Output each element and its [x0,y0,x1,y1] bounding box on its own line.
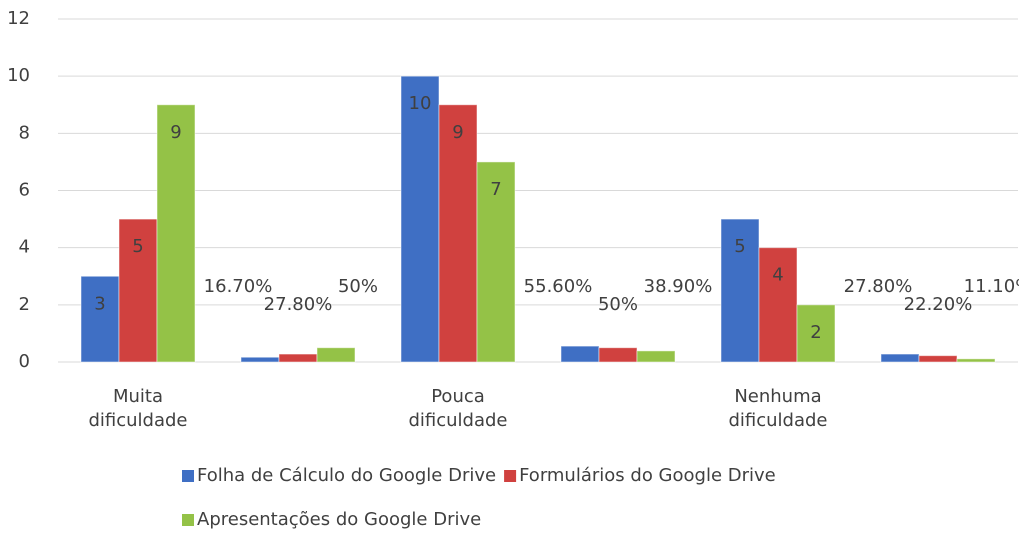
data-label: 11.10% [964,276,1019,297]
bar [476,161,516,363]
bar [80,275,120,363]
legend-swatch [182,470,194,482]
bar [400,75,440,363]
legend-swatch [182,514,194,526]
data-label: 16.70% [204,276,273,297]
bar [720,218,760,363]
y-tick-label: 6 [19,180,30,201]
x-tick-label-line: Muita [113,386,163,407]
legend-label: Folha de Cálculo do Google Drive [197,465,496,486]
bar [956,358,996,363]
x-tick-label: Nenhuma dificuldade [728,386,827,431]
x-tick-label-line: dificuldade [408,410,507,431]
x-tick-label: Pouca dificuldade [408,386,507,431]
data-label: 50% [598,294,638,315]
bar [796,304,836,363]
bar [316,347,356,363]
data-label: 7 [490,179,501,200]
bar [918,355,958,363]
y-tick-label: 8 [19,122,30,143]
bar [118,218,158,363]
bar [880,353,920,363]
data-label: 10 [409,93,432,114]
data-label: 4 [772,265,783,286]
data-label: 5 [132,236,143,257]
bar [438,104,478,363]
data-label: 22.20% [904,294,973,315]
y-tick-label: 10 [7,65,30,86]
data-label: 5 [734,236,745,257]
data-label: 38.90% [644,276,713,297]
bar [758,247,798,363]
data-label: 3 [94,293,105,314]
bar [240,356,280,363]
data-label: 9 [170,122,181,143]
legend-label: Apresentações do Google Drive [197,509,481,530]
data-label: 50% [338,276,378,297]
bar [636,350,676,363]
data-label: 27.80% [844,276,913,297]
bar [598,347,638,363]
x-tick-label-line: Nenhuma [734,386,821,407]
y-tick-label: 12 [7,8,30,29]
bar [278,353,318,363]
data-label: 55.60% [524,276,593,297]
x-tick-label: Muita dificuldade [88,386,187,431]
legend-swatch [504,470,517,482]
x-tick-label-line: dificuldade [88,410,187,431]
data-label: 9 [452,122,463,143]
data-label: 2 [810,322,821,343]
bar [560,345,600,363]
x-tick-label-line: Pouca [431,386,485,407]
y-tick-label: 2 [19,294,30,315]
y-tick-label: 4 [19,237,30,258]
bar [156,104,196,363]
data-label: 27.80% [264,294,333,315]
y-tick-label: 0 [19,351,30,372]
legend-label: Formulários do Google Drive [519,465,776,486]
x-tick-label-line: dificuldade [728,410,827,431]
